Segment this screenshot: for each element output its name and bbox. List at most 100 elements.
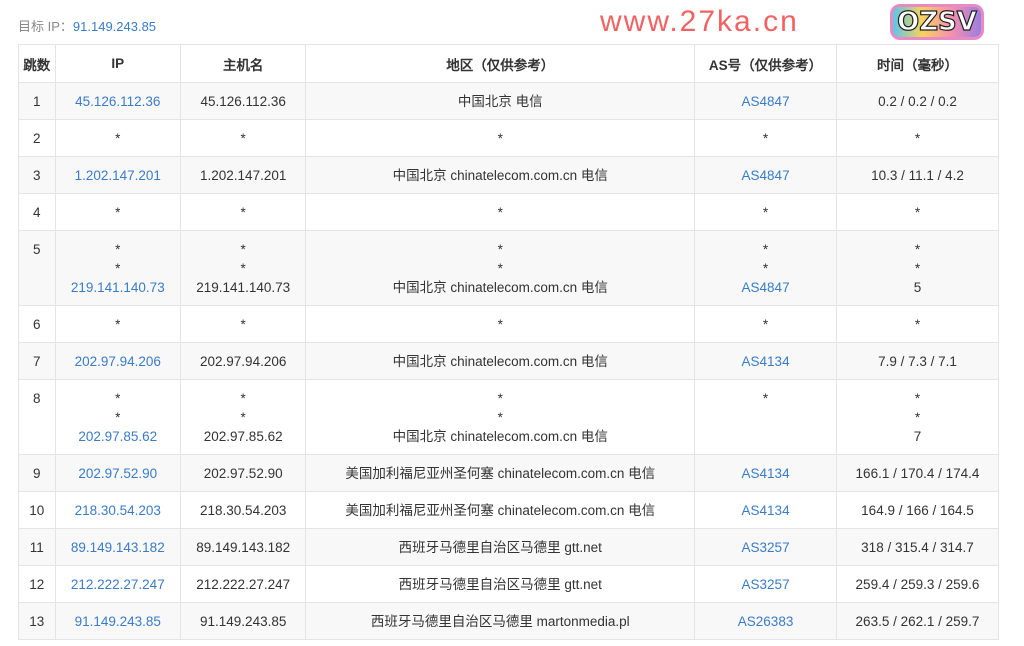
ip-cell: 202.97.94.206	[54, 342, 181, 380]
time-cell: *	[835, 119, 1000, 157]
region-cell: *	[305, 305, 696, 343]
header-as: AS号（仅供参考）	[694, 44, 837, 83]
ip-cell: *	[54, 119, 181, 157]
ip-cell-value: *	[115, 410, 121, 425]
time-cell: 166.1 / 170.4 / 174.4	[835, 454, 1000, 492]
ip-cell: *	[54, 305, 181, 343]
hop-cell: 7	[18, 342, 56, 380]
ip-link[interactable]: 202.97.85.62	[78, 429, 158, 444]
time-cell-value: 318 / 315.4 / 314.7	[861, 540, 974, 555]
region-cell: 西班牙马德里自治区马德里 gtt.net	[305, 565, 696, 603]
time-cell: 7.9 / 7.3 / 7.1	[835, 342, 1000, 380]
header-region: 地区（仅供参考）	[305, 44, 696, 83]
table-row: 11 89.149.143.182 89.149.143.182 西班牙马德里自治区马…	[18, 528, 1000, 566]
time-cell-value: 164.9 / 166 / 164.5	[861, 503, 974, 518]
hop-cell: 11	[18, 528, 56, 566]
ip-cell: 89.149.143.182	[54, 528, 181, 566]
as-link[interactable]: AS4134	[741, 503, 790, 518]
ip-link[interactable]: 202.97.52.90	[78, 466, 158, 481]
time-cell-value: 259.4 / 259.3 / 259.6	[855, 577, 980, 592]
ip-cell-value: *	[115, 317, 121, 332]
ip-cell-value: *	[115, 261, 121, 276]
ip-link[interactable]: 45.126.112.36	[75, 94, 161, 109]
as-link[interactable]: AS4847	[741, 168, 790, 183]
ip-link[interactable]: 91.149.243.85	[74, 614, 161, 629]
ip-link[interactable]: 218.30.54.203	[74, 503, 161, 518]
ip-cell: *	[54, 193, 181, 231]
as-link[interactable]: AS26383	[737, 614, 794, 629]
ip-cell: 202.97.52.90	[54, 454, 181, 492]
hop-cell: 2	[18, 119, 56, 157]
region-cell: 中国北京 电信	[305, 82, 696, 120]
hostname-cell: * * 219.141.140.73	[179, 230, 307, 306]
hostname-cell-value: 91.149.243.85	[200, 614, 287, 629]
region-cell: *	[305, 193, 696, 231]
region-cell-value: *	[497, 242, 503, 257]
table-row: 3 1.202.147.201 1.202.147.201 中国北京 chinatel…	[18, 156, 1000, 194]
hostname-cell: 202.97.94.206	[179, 342, 307, 380]
hostname-cell: *	[179, 193, 307, 231]
time-cell-value: *	[914, 242, 921, 257]
as-cell-value	[699, 408, 832, 427]
table-row: 6 * * * * *	[18, 305, 1000, 343]
time-cell: 259.4 / 259.3 / 259.6	[835, 565, 1000, 603]
region-cell-value: *	[497, 410, 503, 425]
ip-cell-value: *	[115, 131, 121, 146]
time-cell: 0.2 / 0.2 / 0.2	[835, 82, 1000, 120]
hop-cell: 8	[18, 379, 56, 455]
region-cell-value: 中国北京 chinatelecom.com.cn 电信	[392, 168, 608, 183]
as-cell: AS3257	[694, 528, 837, 566]
ip-cell-value: *	[115, 205, 121, 220]
as-cell: * * AS4847	[694, 230, 837, 306]
time-cell-value: *	[914, 131, 921, 146]
as-cell: AS4134	[694, 342, 837, 380]
as-link[interactable]: AS4134	[741, 466, 790, 481]
hostname-cell: 202.97.52.90	[179, 454, 307, 492]
ip-link[interactable]: 212.222.27.247	[70, 577, 165, 592]
hostname-cell: 89.149.143.182	[179, 528, 307, 566]
hop-cell: 6	[18, 305, 56, 343]
target-label: 目标 IP：	[18, 19, 73, 34]
time-cell: * * 7	[835, 379, 1000, 455]
as-cell: AS4847	[694, 156, 837, 194]
region-cell: 西班牙马德里自治区马德里 gtt.net	[305, 528, 696, 566]
region-cell-value: 西班牙马德里自治区马德里 gtt.net	[398, 577, 602, 592]
ip-cell: * * 219.141.140.73	[54, 230, 181, 306]
ip-link[interactable]: 1.202.147.201	[74, 168, 161, 183]
ip-link[interactable]: 202.97.94.206	[74, 354, 161, 369]
region-cell: *	[305, 119, 696, 157]
as-link[interactable]: AS4847	[741, 94, 790, 109]
ip-link[interactable]: 219.141.140.73	[70, 280, 165, 295]
table-body: 1 45.126.112.36 45.126.112.36 中国北京 电信 AS4847…	[18, 82, 1000, 640]
region-cell-value: 美国加利福尼亚州圣何塞 chinatelecom.com.cn 电信	[345, 503, 656, 518]
as-link[interactable]: AS3257	[741, 577, 790, 592]
time-cell: *	[835, 305, 1000, 343]
table-row: 10 218.30.54.203 218.30.54.203 美国加利福尼亚州圣何塞 …	[18, 491, 1000, 529]
hostname-cell-value: *	[240, 317, 246, 332]
traceroute-table: 跳数 IP 主机名 地区（仅供参考） AS号（仅供参考） 时间（毫秒） 1 45.126.1…	[18, 44, 1000, 640]
time-cell-value: 263.5 / 262.1 / 259.7	[855, 614, 980, 629]
as-link[interactable]: AS4847	[741, 280, 790, 295]
as-cell-value: *	[762, 131, 769, 146]
target-ip-line: 目标 IP：91.149.243.85	[18, 16, 156, 35]
ip-cell: 45.126.112.36	[54, 82, 181, 120]
hop-cell: 4	[18, 193, 56, 231]
table-row: 13 91.149.243.85 91.149.243.85 西班牙马德里自治区马德里…	[18, 602, 1000, 640]
region-cell: 中国北京 chinatelecom.com.cn 电信	[305, 342, 696, 380]
region-cell-value: 西班牙马德里自治区马德里 martonmedia.pl	[370, 614, 630, 629]
ip-cell: 218.30.54.203	[54, 491, 181, 529]
as-cell-value: *	[762, 391, 769, 406]
hostname-cell-value: *	[240, 391, 246, 406]
time-cell-value: 5	[913, 280, 922, 295]
as-link[interactable]: AS4134	[741, 354, 790, 369]
hostname-cell: 91.149.243.85	[179, 602, 307, 640]
region-cell: 中国北京 chinatelecom.com.cn 电信	[305, 156, 696, 194]
as-link[interactable]: AS3257	[741, 540, 790, 555]
as-cell: AS4134	[694, 491, 837, 529]
hostname-cell: *	[179, 305, 307, 343]
target-ip-link[interactable]: 91.149.243.85	[72, 19, 157, 34]
hostname-cell: 218.30.54.203	[179, 491, 307, 529]
region-cell-value: 美国加利福尼亚州圣何塞 chinatelecom.com.cn 电信	[345, 466, 656, 481]
ip-link[interactable]: 89.149.143.182	[70, 540, 165, 555]
table-row: 1 45.126.112.36 45.126.112.36 中国北京 电信 AS4847…	[18, 82, 1000, 120]
